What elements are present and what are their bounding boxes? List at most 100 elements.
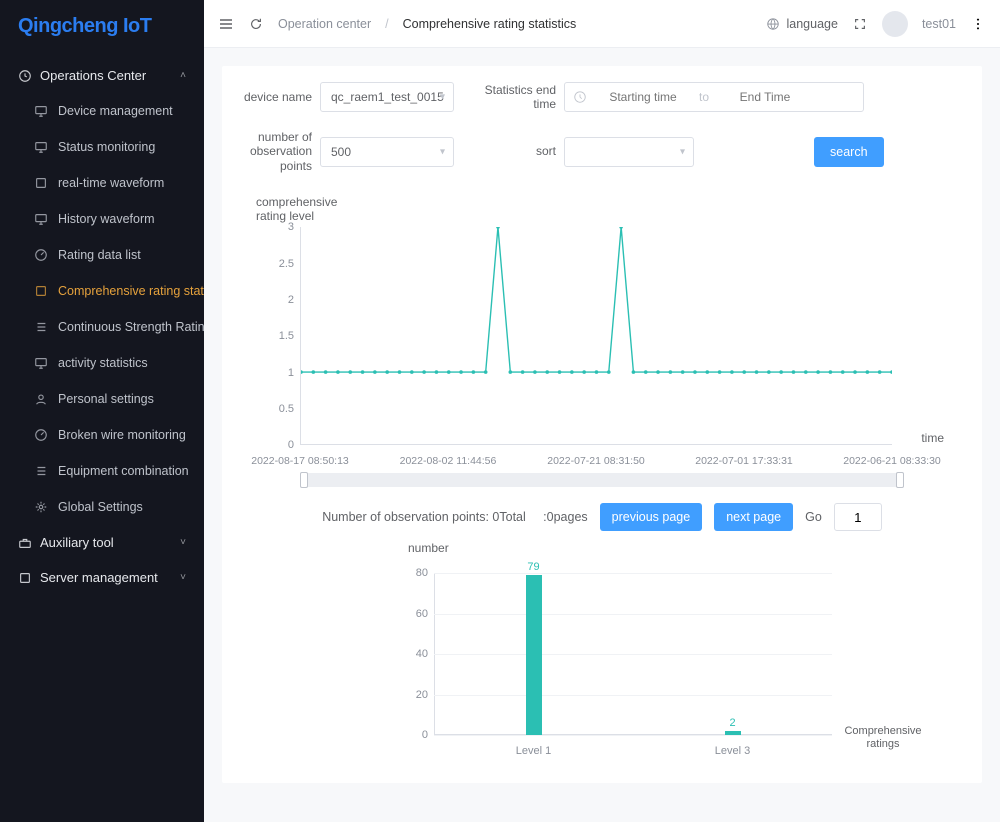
breadcrumb-root[interactable]: Operation center (278, 17, 371, 31)
sidebar-item-label: Global Settings (58, 500, 143, 514)
chart1-ytick: 1.5 (242, 330, 294, 342)
sidebar-item-label: History waveform (58, 212, 155, 226)
brand-logo: Qingcheng IoT (0, 0, 204, 58)
chart1-ytick: 0 (242, 439, 294, 451)
chart2-ytick: 60 (392, 608, 428, 620)
chevron-icon: ˅ (180, 572, 186, 583)
sort-label: sort (484, 144, 556, 158)
sidebar-item-label: Status monitoring (58, 140, 155, 154)
chart1-ytick: 3 (242, 221, 294, 233)
sidebar-item[interactable]: activity statistics (0, 345, 204, 381)
chart1-x-axis-title: time (921, 431, 944, 445)
gear-icon (34, 500, 48, 514)
chart1-ytick: 1 (242, 367, 294, 379)
refresh-icon[interactable] (248, 16, 264, 32)
main: Operation center / Comprehensive rating … (204, 0, 1000, 822)
monitor-icon (34, 140, 48, 154)
rect-icon (18, 571, 32, 585)
chart2-bar-value: 2 (729, 717, 735, 729)
sidebar-menu: Operations Center˄ Device management Statu… (0, 58, 204, 822)
range-handle-left[interactable] (300, 472, 308, 488)
chart1-ytick: 2 (242, 294, 294, 306)
sidebar-group[interactable]: Server management ˅ (0, 560, 204, 595)
more-icon[interactable] (970, 16, 986, 32)
device-name-value: qc_raem1_test_0015 (331, 90, 444, 104)
sidebar-item-label: Rating data list (58, 248, 141, 262)
chart1-svg (301, 227, 892, 445)
language-switch[interactable]: language (766, 17, 837, 31)
chevron-icon: ˅ (180, 537, 186, 548)
sidebar-item-label: Personal settings (58, 392, 154, 406)
sidebar-item-label: Device management (58, 104, 173, 118)
prev-page-button[interactable]: previous page (600, 503, 703, 531)
gauge-icon (34, 428, 48, 442)
sidebar-item[interactable]: Comprehensive rating statistics (0, 273, 204, 309)
date-range[interactable]: to (564, 82, 864, 112)
chart1-xtick: 2022-07-21 08:31:50 (547, 455, 645, 467)
go-label: Go (805, 510, 822, 524)
chart1-xtick: 2022-06-21 08:33:30 (843, 455, 941, 467)
sidebar-item[interactable]: Personal settings (0, 381, 204, 417)
avatar[interactable] (882, 11, 908, 37)
topbar: Operation center / Comprehensive rating … (204, 0, 1000, 48)
chevron-down-icon: ▾ (440, 146, 445, 157)
chart1-xtick: 2022-07-01 17:33:31 (695, 455, 793, 467)
sidebar-item-label: Broken wire monitoring (58, 428, 186, 442)
list-icon (34, 464, 48, 478)
pagination: Number of observation points: 0Total :0p… (242, 503, 962, 531)
content: device name qc_raem1_test_0015 ▾ Statist… (204, 48, 1000, 822)
device-name-label: device name (242, 90, 312, 104)
chevron-down-icon: ▾ (440, 92, 445, 103)
sidebar-item[interactable]: Equipment combination (0, 453, 204, 489)
end-time-input[interactable] (715, 90, 815, 104)
sidebar-item[interactable]: Broken wire monitoring (0, 417, 204, 453)
start-time-input[interactable] (593, 90, 693, 104)
device-name-select[interactable]: qc_raem1_test_0015 ▾ (320, 82, 454, 112)
sidebar-item[interactable]: Global Settings (0, 489, 204, 525)
sidebar-item[interactable]: real-time waveform (0, 165, 204, 201)
panel: device name qc_raem1_test_0015 ▾ Statist… (222, 66, 982, 783)
range-handle-right[interactable] (896, 472, 904, 488)
toolbox-icon (18, 536, 32, 550)
menu-toggle-icon[interactable] (218, 16, 234, 32)
username[interactable]: test01 (922, 17, 956, 31)
chart1-xtick: 2022-08-02 11:44:56 (400, 455, 497, 467)
range-slider[interactable] (300, 473, 904, 487)
monitor-icon (34, 356, 48, 370)
chart2-x-axis-title: Comprehensive ratings (840, 725, 926, 751)
sidebar: Qingcheng IoT Operations Center˄ Device m… (0, 0, 204, 822)
sidebar-item[interactable]: Device management (0, 93, 204, 129)
chart2-bar-value: 79 (527, 561, 539, 573)
sidebar-item[interactable]: Continuous Strength Rating (0, 309, 204, 345)
chart2-bar (526, 575, 542, 735)
sidebar-item-label: Equipment combination (58, 464, 189, 478)
sort-select[interactable]: ▾ (564, 137, 694, 167)
chart1-ytick: 0.5 (242, 403, 294, 415)
next-page-button[interactable]: next page (714, 503, 793, 531)
clock-icon (18, 69, 32, 83)
gauge-icon (34, 248, 48, 262)
chart2-ytick: 0 (392, 729, 428, 741)
clock-icon (573, 90, 587, 104)
search-button[interactable]: search (814, 137, 884, 167)
user-icon (34, 392, 48, 406)
sidebar-item-label: Comprehensive rating statistics (58, 284, 204, 298)
chart2: Comprehensive ratings 02040608079Level 1… (392, 559, 922, 759)
sidebar-item[interactable]: Status monitoring (0, 129, 204, 165)
sidebar-group-label: Auxiliary tool (40, 535, 114, 550)
sidebar-group[interactable]: Operations Center˄ (0, 58, 204, 93)
sidebar-group-label: Server management (40, 570, 158, 585)
pager-summary: Number of observation points: 0Total :0p… (322, 510, 587, 524)
chart2-ytick: 20 (392, 689, 428, 701)
obs-points-select[interactable]: 500 ▾ (320, 137, 454, 167)
sidebar-group[interactable]: Auxiliary tool ˅ (0, 525, 204, 560)
chart2-ytick: 80 (392, 567, 428, 579)
fullscreen-icon[interactable] (852, 16, 868, 32)
chart1-ytick: 2.5 (242, 258, 294, 270)
page-input[interactable] (834, 503, 882, 531)
sidebar-item-label: real-time waveform (58, 176, 164, 190)
sidebar-item[interactable]: History waveform (0, 201, 204, 237)
sidebar-group-label: Operations Center (40, 68, 146, 83)
breadcrumb-sep: / (385, 17, 388, 31)
sidebar-item[interactable]: Rating data list (0, 237, 204, 273)
